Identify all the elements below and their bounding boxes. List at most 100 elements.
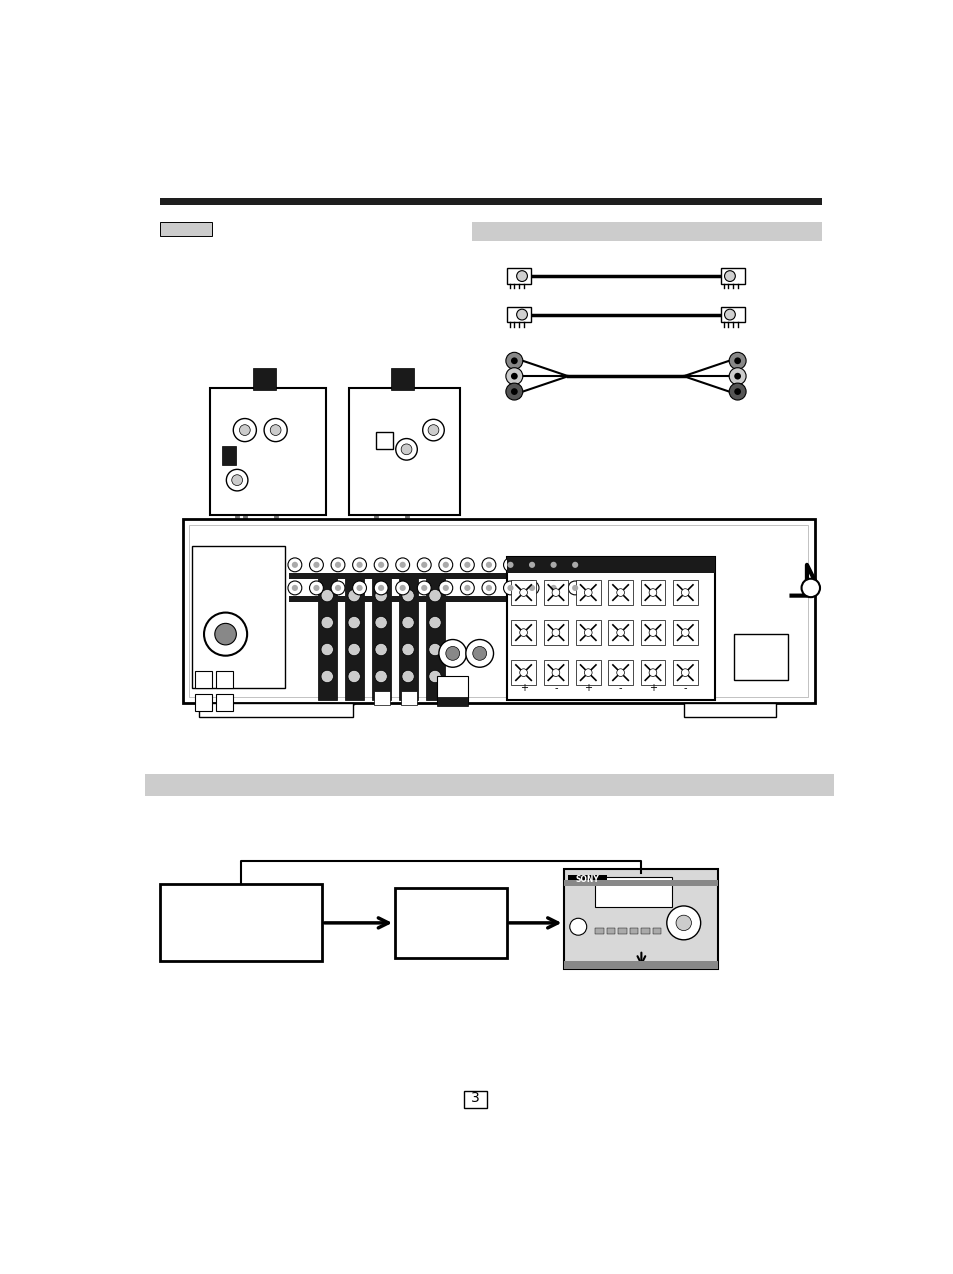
Circle shape (648, 669, 656, 676)
Circle shape (313, 562, 319, 568)
Bar (568, 875, 606, 884)
Circle shape (288, 581, 301, 595)
Circle shape (666, 906, 700, 940)
Bar (436, 676, 468, 703)
Circle shape (524, 558, 538, 572)
Bar (652, 929, 660, 934)
Text: -: - (682, 683, 686, 693)
Circle shape (321, 590, 333, 601)
Circle shape (572, 585, 578, 591)
Circle shape (214, 623, 236, 645)
Bar (463, 1091, 486, 1107)
Bar (640, 929, 649, 934)
Circle shape (429, 617, 440, 629)
Circle shape (511, 373, 517, 380)
Bar (672, 580, 697, 605)
Circle shape (734, 389, 740, 395)
Text: +: + (519, 683, 527, 693)
Bar (640, 660, 664, 685)
Bar (194, 694, 212, 711)
Bar (672, 620, 697, 645)
Circle shape (353, 558, 366, 572)
Circle shape (528, 585, 535, 591)
Circle shape (377, 562, 384, 568)
Circle shape (734, 373, 740, 380)
Circle shape (422, 419, 444, 441)
Circle shape (335, 562, 341, 568)
Bar (511, 660, 536, 685)
Circle shape (680, 589, 688, 596)
Circle shape (445, 646, 459, 660)
Bar (576, 660, 600, 685)
Bar (345, 576, 364, 699)
Circle shape (239, 424, 250, 436)
Circle shape (728, 368, 745, 385)
Circle shape (375, 670, 387, 683)
Circle shape (401, 617, 414, 629)
Circle shape (572, 562, 578, 568)
Circle shape (464, 562, 470, 568)
Bar (391, 368, 414, 390)
Bar (289, 573, 584, 578)
Circle shape (528, 562, 535, 568)
Text: -: - (554, 683, 558, 693)
Circle shape (616, 669, 624, 676)
Bar (543, 660, 568, 685)
Bar (193, 545, 285, 688)
Circle shape (348, 670, 360, 683)
Bar (160, 884, 321, 962)
Bar (436, 697, 468, 706)
Circle shape (616, 629, 624, 637)
Circle shape (335, 585, 341, 591)
Text: +: + (648, 683, 657, 693)
Bar (720, 269, 744, 284)
Circle shape (723, 310, 735, 320)
Bar (349, 387, 460, 515)
Circle shape (395, 558, 409, 572)
Circle shape (507, 562, 513, 568)
Circle shape (348, 590, 360, 601)
Circle shape (270, 424, 281, 436)
Bar (608, 660, 632, 685)
Circle shape (395, 581, 409, 595)
Circle shape (552, 629, 559, 637)
Bar (216, 671, 233, 688)
Circle shape (377, 585, 384, 591)
Circle shape (505, 383, 522, 400)
Circle shape (313, 585, 319, 591)
Text: -: - (618, 683, 621, 693)
Circle shape (485, 585, 492, 591)
Circle shape (429, 590, 440, 601)
Circle shape (648, 589, 656, 596)
Circle shape (399, 562, 405, 568)
Bar (683, 703, 776, 717)
Circle shape (348, 643, 360, 656)
Bar (221, 446, 235, 465)
Circle shape (438, 640, 466, 668)
Bar (506, 269, 531, 284)
Circle shape (465, 640, 493, 668)
Circle shape (485, 562, 492, 568)
Circle shape (395, 438, 416, 460)
Circle shape (511, 358, 517, 364)
Bar (640, 620, 664, 645)
Circle shape (728, 383, 745, 400)
Bar (194, 671, 212, 688)
Circle shape (429, 643, 440, 656)
Bar (198, 703, 353, 717)
Circle shape (204, 613, 247, 656)
Circle shape (481, 558, 496, 572)
Bar (608, 620, 632, 645)
Bar (720, 307, 744, 322)
Circle shape (505, 353, 522, 369)
Bar (160, 222, 213, 236)
Circle shape (552, 669, 559, 676)
Circle shape (584, 669, 592, 676)
Bar (543, 580, 568, 605)
Text: 3: 3 (470, 1092, 479, 1106)
Circle shape (680, 629, 688, 637)
Bar (400, 691, 416, 705)
Circle shape (429, 670, 440, 683)
Circle shape (728, 353, 745, 369)
Circle shape (734, 358, 740, 364)
